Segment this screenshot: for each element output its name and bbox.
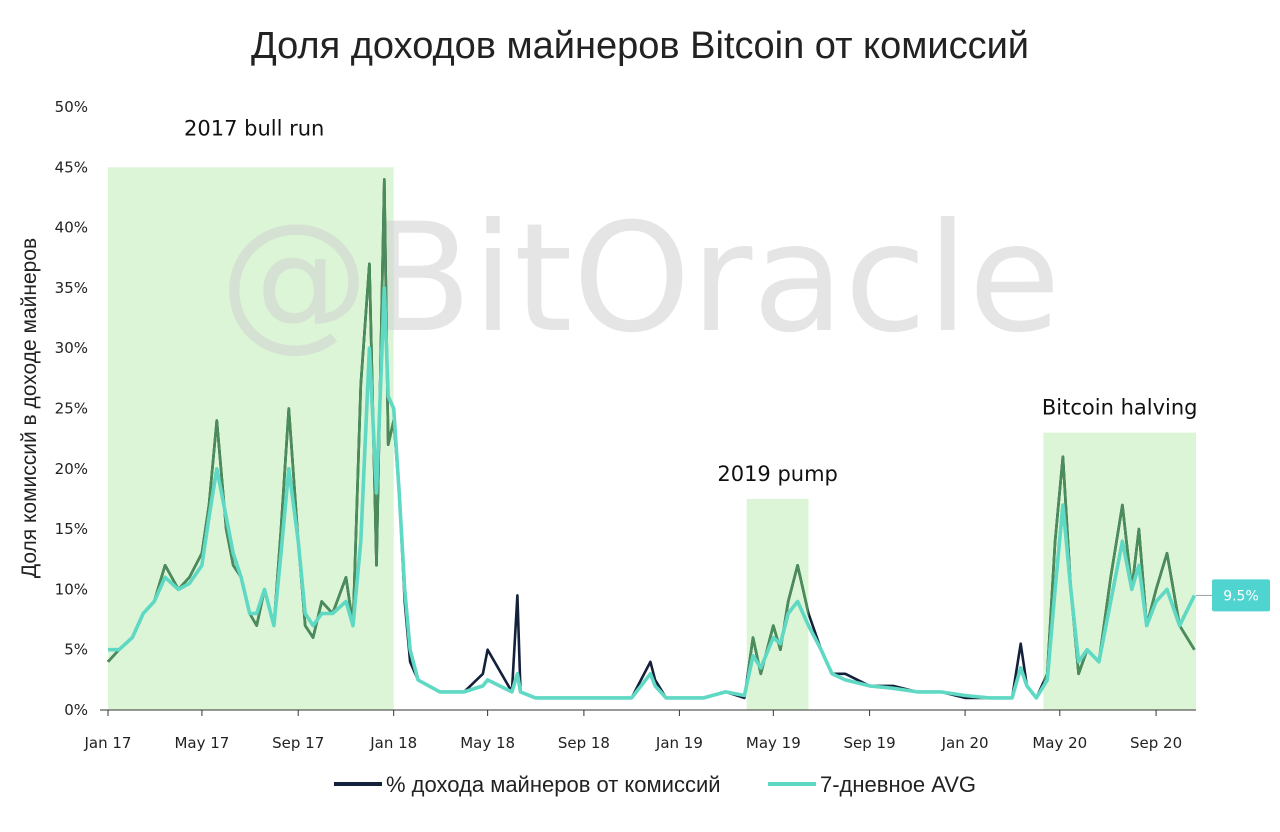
legend-label-fee-share: % дохода майнеров от комиссий xyxy=(386,772,721,797)
x-tick-label: Sep 20 xyxy=(1130,734,1182,752)
x-tick-label: Jan 18 xyxy=(369,734,417,752)
x-tick-label: Jan 17 xyxy=(84,734,132,752)
x-tick-label: Sep 18 xyxy=(558,734,610,752)
x-tick-label: May 18 xyxy=(460,734,515,752)
series-line-fee-share-highlight-2 xyxy=(1043,455,1196,686)
legend-label-7d-avg: 7-дневное AVG xyxy=(820,772,976,797)
x-tick-label: Sep 17 xyxy=(272,734,324,752)
y-tick-label: 35% xyxy=(55,279,88,297)
y-tick-label: 25% xyxy=(55,400,88,418)
x-tick-label: Jan 20 xyxy=(941,734,989,752)
y-tick-label: 50% xyxy=(55,98,88,116)
x-tick-label: Jan 19 xyxy=(655,734,703,752)
y-tick-label: 0% xyxy=(64,701,88,719)
watermark: @BitOracle xyxy=(219,192,1060,366)
x-tick-label: May 19 xyxy=(746,734,801,752)
x-tick-label: May 17 xyxy=(174,734,229,752)
highlight-region-0 xyxy=(108,167,394,711)
region-label-0: 2017 bull run xyxy=(184,116,324,140)
axes: 0% 5% 10% 15% 20% 25% 30% 35% 40% 45% 50% Jan 17 May… xyxy=(55,98,1196,752)
end-value-badge: 9.5% xyxy=(1196,579,1270,612)
x-tick-label: May 20 xyxy=(1032,734,1087,752)
y-tick-label: 5% xyxy=(64,641,88,659)
series-line-7d-avg xyxy=(108,286,1197,700)
x-tick-label: Sep 19 xyxy=(844,734,896,752)
highlight-region-2 xyxy=(1043,432,1196,710)
end-value-badge-box xyxy=(1212,579,1270,612)
y-axis-label: Доля комиссий в доходе майнеров xyxy=(18,238,41,578)
legend: % дохода майнеров от комиссий 7-дневное … xyxy=(334,772,976,797)
y-tick-label: 30% xyxy=(55,339,88,357)
end-value-label: 9.5% xyxy=(1223,588,1259,604)
y-tick-label: 15% xyxy=(55,520,88,538)
series-lines xyxy=(107,178,1197,700)
region-label-1: 2019 pump xyxy=(717,462,838,486)
y-tick-label: 20% xyxy=(55,460,88,478)
y-tick-label: 10% xyxy=(55,580,88,598)
region-label-2: Bitcoin halving xyxy=(1042,396,1198,420)
chart-title: Доля доходов майнеров Bitcoin от комисси… xyxy=(251,25,1029,67)
y-tick-label: 40% xyxy=(55,219,88,237)
series-line-fee-share-highlight-0 xyxy=(108,178,394,663)
region-labels: 2017 bull run 2019 pump Bitcoin halving xyxy=(184,116,1197,486)
y-tick-label: 45% xyxy=(55,158,88,176)
